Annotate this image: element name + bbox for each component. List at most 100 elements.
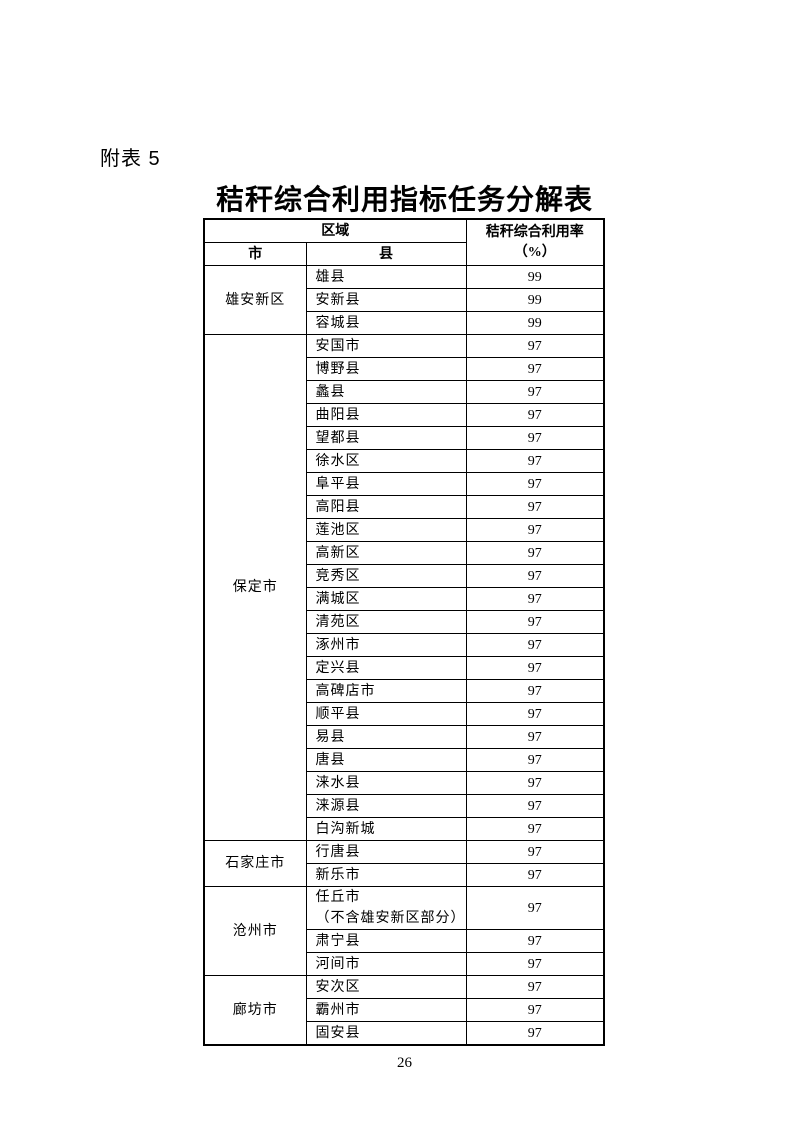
county-cell: 肃宁县 (305, 929, 467, 953)
city-cell: 雄安新区 (203, 265, 307, 335)
table-row: 曲阳县 97 (204, 403, 605, 427)
table-row: 徐水区 97 (204, 449, 605, 473)
county-note: （不含雄安新区部分） (315, 911, 466, 926)
rate-cell: 97 (465, 449, 605, 473)
table-row: 霸州市 97 (204, 998, 605, 1022)
county-cell: 阜平县 (305, 472, 467, 496)
header-row-2: 市 县 (203, 242, 604, 266)
table-row: 涞水县 97 (204, 771, 605, 795)
rate-cell: 97 (465, 725, 605, 749)
county-cell: 蠡县 (305, 380, 467, 404)
appendix-label: 附表 5 (100, 148, 161, 170)
header-row-1: 区域 秸秆综合利用率 （%） (203, 218, 605, 266)
county-cell: 博野县 (305, 357, 467, 381)
table-row: 雄安新区 雄县 99 (203, 265, 605, 335)
rate-cell: 97 (465, 975, 605, 999)
rate-cell: 97 (465, 495, 605, 519)
rate-cell: 97 (465, 587, 605, 611)
rate-cell: 97 (465, 334, 605, 358)
rate-cell: 97 (465, 541, 605, 565)
table-row: 清苑区 97 (204, 610, 605, 634)
rate-cell: 97 (465, 357, 605, 381)
table-row: 保定市 安国市 97 (203, 334, 605, 841)
county-cell: 涿州市 (305, 633, 467, 657)
rate-cell: 99 (465, 265, 605, 289)
county-cell: 容城县 (305, 311, 467, 335)
rate-cell: 97 (465, 840, 605, 864)
table-row: 容城县 99 (204, 311, 605, 335)
table-row: 廊坊市 安次区 97 (203, 975, 605, 1046)
rate-cell: 97 (465, 748, 605, 772)
rate-cell: 97 (465, 702, 605, 726)
county-cell: 高碑店市 (305, 679, 467, 703)
county-cell: 涞源县 (305, 794, 467, 818)
county-cell: 安新县 (305, 288, 467, 312)
rate-cell: 97 (465, 817, 605, 841)
straw-utilization-table: 区域 秸秆综合利用率 （%） 市 县 雄安新区 雄县 99 安新县 99 容城县 99 保定市… (203, 218, 605, 1046)
header-rate: 秸秆综合利用率 （%） (465, 218, 605, 266)
table-row: 涿州市 97 (204, 633, 605, 657)
table-row: 望都县 97 (204, 426, 605, 450)
rate-cell: 97 (465, 564, 605, 588)
header-city: 市 (203, 242, 307, 266)
table-header: 区域 秸秆综合利用率 （%） 市 县 (203, 218, 605, 266)
county-cell: 竞秀区 (305, 564, 467, 588)
county-cell: 定兴县 (305, 656, 467, 680)
county-cell: 霸州市 (305, 998, 467, 1022)
city-cell: 廊坊市 (203, 975, 307, 1046)
rate-cell: 97 (465, 929, 605, 953)
rate-cell: 97 (465, 679, 605, 703)
table-row: 易县 97 (204, 725, 605, 749)
county-cell: 固安县 (305, 1021, 467, 1046)
table-row: 涞源县 97 (204, 794, 605, 818)
county-cell: 涞水县 (305, 771, 467, 795)
county-cell: 易县 (305, 725, 467, 749)
table-row: 博野县 97 (204, 357, 605, 381)
header-region: 区域 (203, 218, 467, 243)
city-cell: 沧州市 (203, 886, 307, 976)
header-rate-unit: （%） (513, 244, 556, 260)
county-cell: 望都县 (305, 426, 467, 450)
county-cell: 雄县 (305, 265, 467, 289)
city-cell: 保定市 (203, 334, 307, 841)
table-row: 满城区 97 (204, 587, 605, 611)
table-row: 蠡县 97 (204, 380, 605, 404)
rate-cell: 97 (465, 863, 605, 887)
rate-cell: 97 (465, 656, 605, 680)
county-cell: 新乐市 (305, 863, 467, 887)
county-cell: 白沟新城 (305, 817, 467, 841)
rate-cell: 97 (465, 633, 605, 657)
rate-cell: 97 (465, 610, 605, 634)
table-row: 固安县 97 (204, 1021, 605, 1046)
rate-cell: 99 (465, 288, 605, 312)
page-number: 26 (397, 1055, 412, 1071)
page-title: 秸秆综合利用指标任务分解表 (215, 185, 593, 216)
county-cell: 安次区 (305, 975, 467, 999)
rate-cell: 97 (465, 794, 605, 818)
rate-cell: 97 (465, 1021, 605, 1046)
county-cell: 清苑区 (305, 610, 467, 634)
county-cell: 高阳县 (305, 495, 467, 519)
table-row: 沧州市 任丘市 （不含雄安新区部分） 97 (203, 886, 605, 976)
table-row: 肃宁县 97 (204, 929, 605, 953)
county-cell: 行唐县 (305, 840, 467, 864)
rate-cell: 97 (465, 403, 605, 427)
county-cell: 任丘市 （不含雄安新区部分） (305, 886, 467, 930)
county-cell: 曲阳县 (305, 403, 467, 427)
rate-cell: 97 (465, 998, 605, 1022)
table-row: 高新区 97 (204, 541, 605, 565)
rate-cell: 97 (465, 771, 605, 795)
rate-cell: 97 (465, 426, 605, 450)
city-cell: 石家庄市 (203, 840, 307, 887)
table-body: 雄安新区 雄县 99 安新县 99 容城县 99 保定市 安国市 97 博野县 97 蠡县 97 曲阳县 97… (203, 265, 605, 1046)
county-cell: 徐水区 (305, 449, 467, 473)
table-row: 竞秀区 97 (204, 564, 605, 588)
county-cell: 唐县 (305, 748, 467, 772)
county-cell: 顺平县 (305, 702, 467, 726)
county-cell: 高新区 (305, 541, 467, 565)
county-cell: 河间市 (305, 952, 467, 976)
rate-cell: 97 (465, 886, 605, 930)
county-cell: 安国市 (305, 334, 467, 358)
table-row: 石家庄市 行唐县 97 (203, 840, 605, 887)
